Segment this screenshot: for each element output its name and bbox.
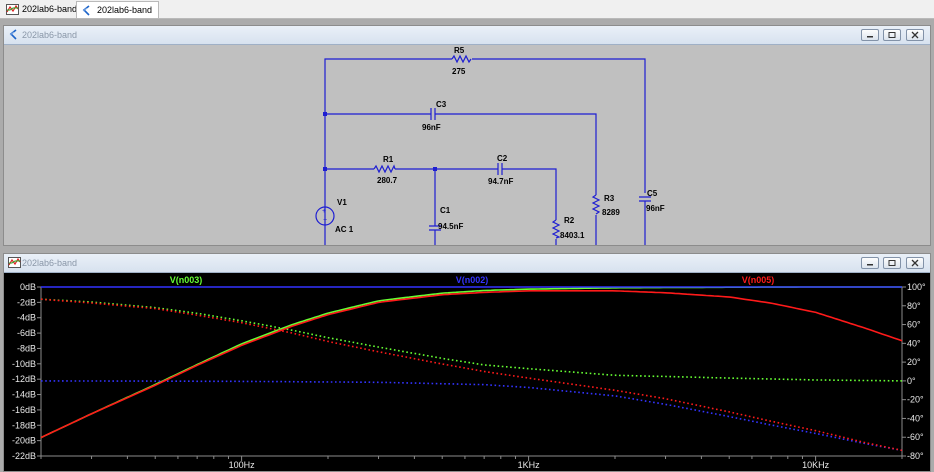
legend-entry[interactable]: V(n003) [170,275,203,285]
legend-entry[interactable]: V(n005) [742,275,775,285]
window-title-bar: 202lab6-band [4,254,930,273]
capacitor-c3[interactable] [430,108,436,120]
c1-name: C1 [440,206,451,215]
y-right-tick-label: 60° [907,320,921,330]
svg-text:−: − [323,217,327,224]
c1-value: 94.5nF [438,222,463,231]
minimize-button[interactable] [860,257,879,269]
window-title-bar: 202lab6-band [4,26,930,45]
v1-value: AC 1 [335,225,354,234]
schematic-icon [82,5,90,16]
document-tab-bar: 202lab6-band 202lab6-band [0,0,934,19]
resistor-r1[interactable] [373,164,396,174]
y-right-tick-label: -20° [907,395,924,405]
y-left-tick-label: 0dB [20,282,36,292]
y-left-tick-label: -18dB [12,420,36,430]
y-left-tick-label: -10dB [12,359,36,369]
y-right-tick-label: 0° [907,376,916,386]
y-right-tick-label: -80° [907,451,924,461]
phase-trace-vn002 [41,380,903,452]
resistor-r2[interactable] [551,219,561,239]
close-icon [911,259,919,267]
tab-label: 202lab6-band [97,5,153,15]
y-right-tick-label: 100° [907,282,926,292]
svg-text:+: + [322,208,326,215]
y-left-tick-label: -2dB [17,297,36,307]
r5-name: R5 [454,46,465,55]
minimize-icon [866,36,873,38]
capacitor-c2[interactable] [497,163,503,175]
y-left-tick-label: -4dB [17,313,36,323]
close-button[interactable] [906,29,924,41]
minimize-icon [866,264,873,266]
x-tick-label: 10KHz [802,460,830,470]
tab-schematic[interactable]: 202lab6-band [76,1,160,18]
y-left-tick-label: -14dB [12,390,36,400]
wire-c3-loop [325,113,597,245]
resistor-r3[interactable] [591,194,601,215]
c3-name: C3 [436,100,447,109]
r5-value: 275 [452,67,466,76]
y-right-tick-label: 80° [907,301,921,311]
waveform-icon [6,4,19,15]
wire-r5-loop [324,58,646,245]
y-left-tick-label: -22dB [12,451,36,461]
restore-button[interactable] [883,29,902,41]
window-title: 202lab6-band [22,258,78,268]
schematic-window: 202lab6-band [3,25,931,246]
capacitor-c5[interactable] [639,196,651,202]
window-title: 202lab6-band [22,30,78,40]
waveform-window: 202lab6-band 0dB -2dB -4dB -6dB -8dB -10dB -12… [3,253,931,472]
legend-entry[interactable]: V(n002) [456,275,489,285]
r1-name: R1 [383,155,394,164]
restore-icon [888,32,896,38]
x-tick-label: 1KHz [518,460,541,470]
y-right-tick-label: -40° [907,413,924,423]
y-left-tick-label: -16dB [12,405,36,415]
close-icon [911,31,919,39]
restore-icon [888,260,896,266]
y-left-tick-label: -8dB [17,343,36,353]
restore-button[interactable] [883,257,902,269]
y-left-tick-label: -12dB [12,374,36,384]
schematic-icon [9,29,17,40]
x-tick-label: 100Hz [229,460,256,470]
tab-label: 202lab6-band [22,4,78,14]
resistor-r5[interactable] [451,54,472,64]
y-right-tick-label: 20° [907,357,921,367]
c3-value: 96nF [422,123,441,132]
schematic-canvas[interactable]: + − R5 275 C3 96nF R1 280.7 C2 94.7nF V1… [4,45,930,245]
waveform-icon [8,257,21,268]
r2-name: R2 [564,216,575,225]
c2-name: C2 [497,154,508,163]
y-right-tick-label: 40° [907,338,921,348]
r3-name: R3 [604,194,615,203]
bode-plot[interactable]: 0dB -2dB -4dB -6dB -8dB -10dB -12dB -14dB -16dB -… [4,273,930,471]
y-left-tick-label: -20dB [12,436,36,446]
wire-r1-row [325,168,557,245]
r1-value: 280.7 [377,176,398,185]
phase-trace-vn005 [40,298,903,452]
c5-name: C5 [647,189,658,198]
c2-value: 94.7nF [488,177,513,186]
phase-trace-vn003 [40,298,903,382]
y-left-tick-label: -6dB [17,328,36,338]
capacitor-c1[interactable] [429,225,441,231]
r3-value: 8289 [602,208,620,217]
close-button[interactable] [906,257,924,269]
voltage-source-v1[interactable] [315,206,335,226]
magnitude-trace-vn005 [40,290,903,439]
v1-name: V1 [337,198,347,207]
tab-waveform[interactable]: 202lab6-band [2,1,83,18]
minimize-button[interactable] [860,29,879,41]
c5-value: 96nF [646,204,665,213]
r2-value: 8403.1 [560,231,585,240]
y-right-tick-label: -60° [907,432,924,442]
